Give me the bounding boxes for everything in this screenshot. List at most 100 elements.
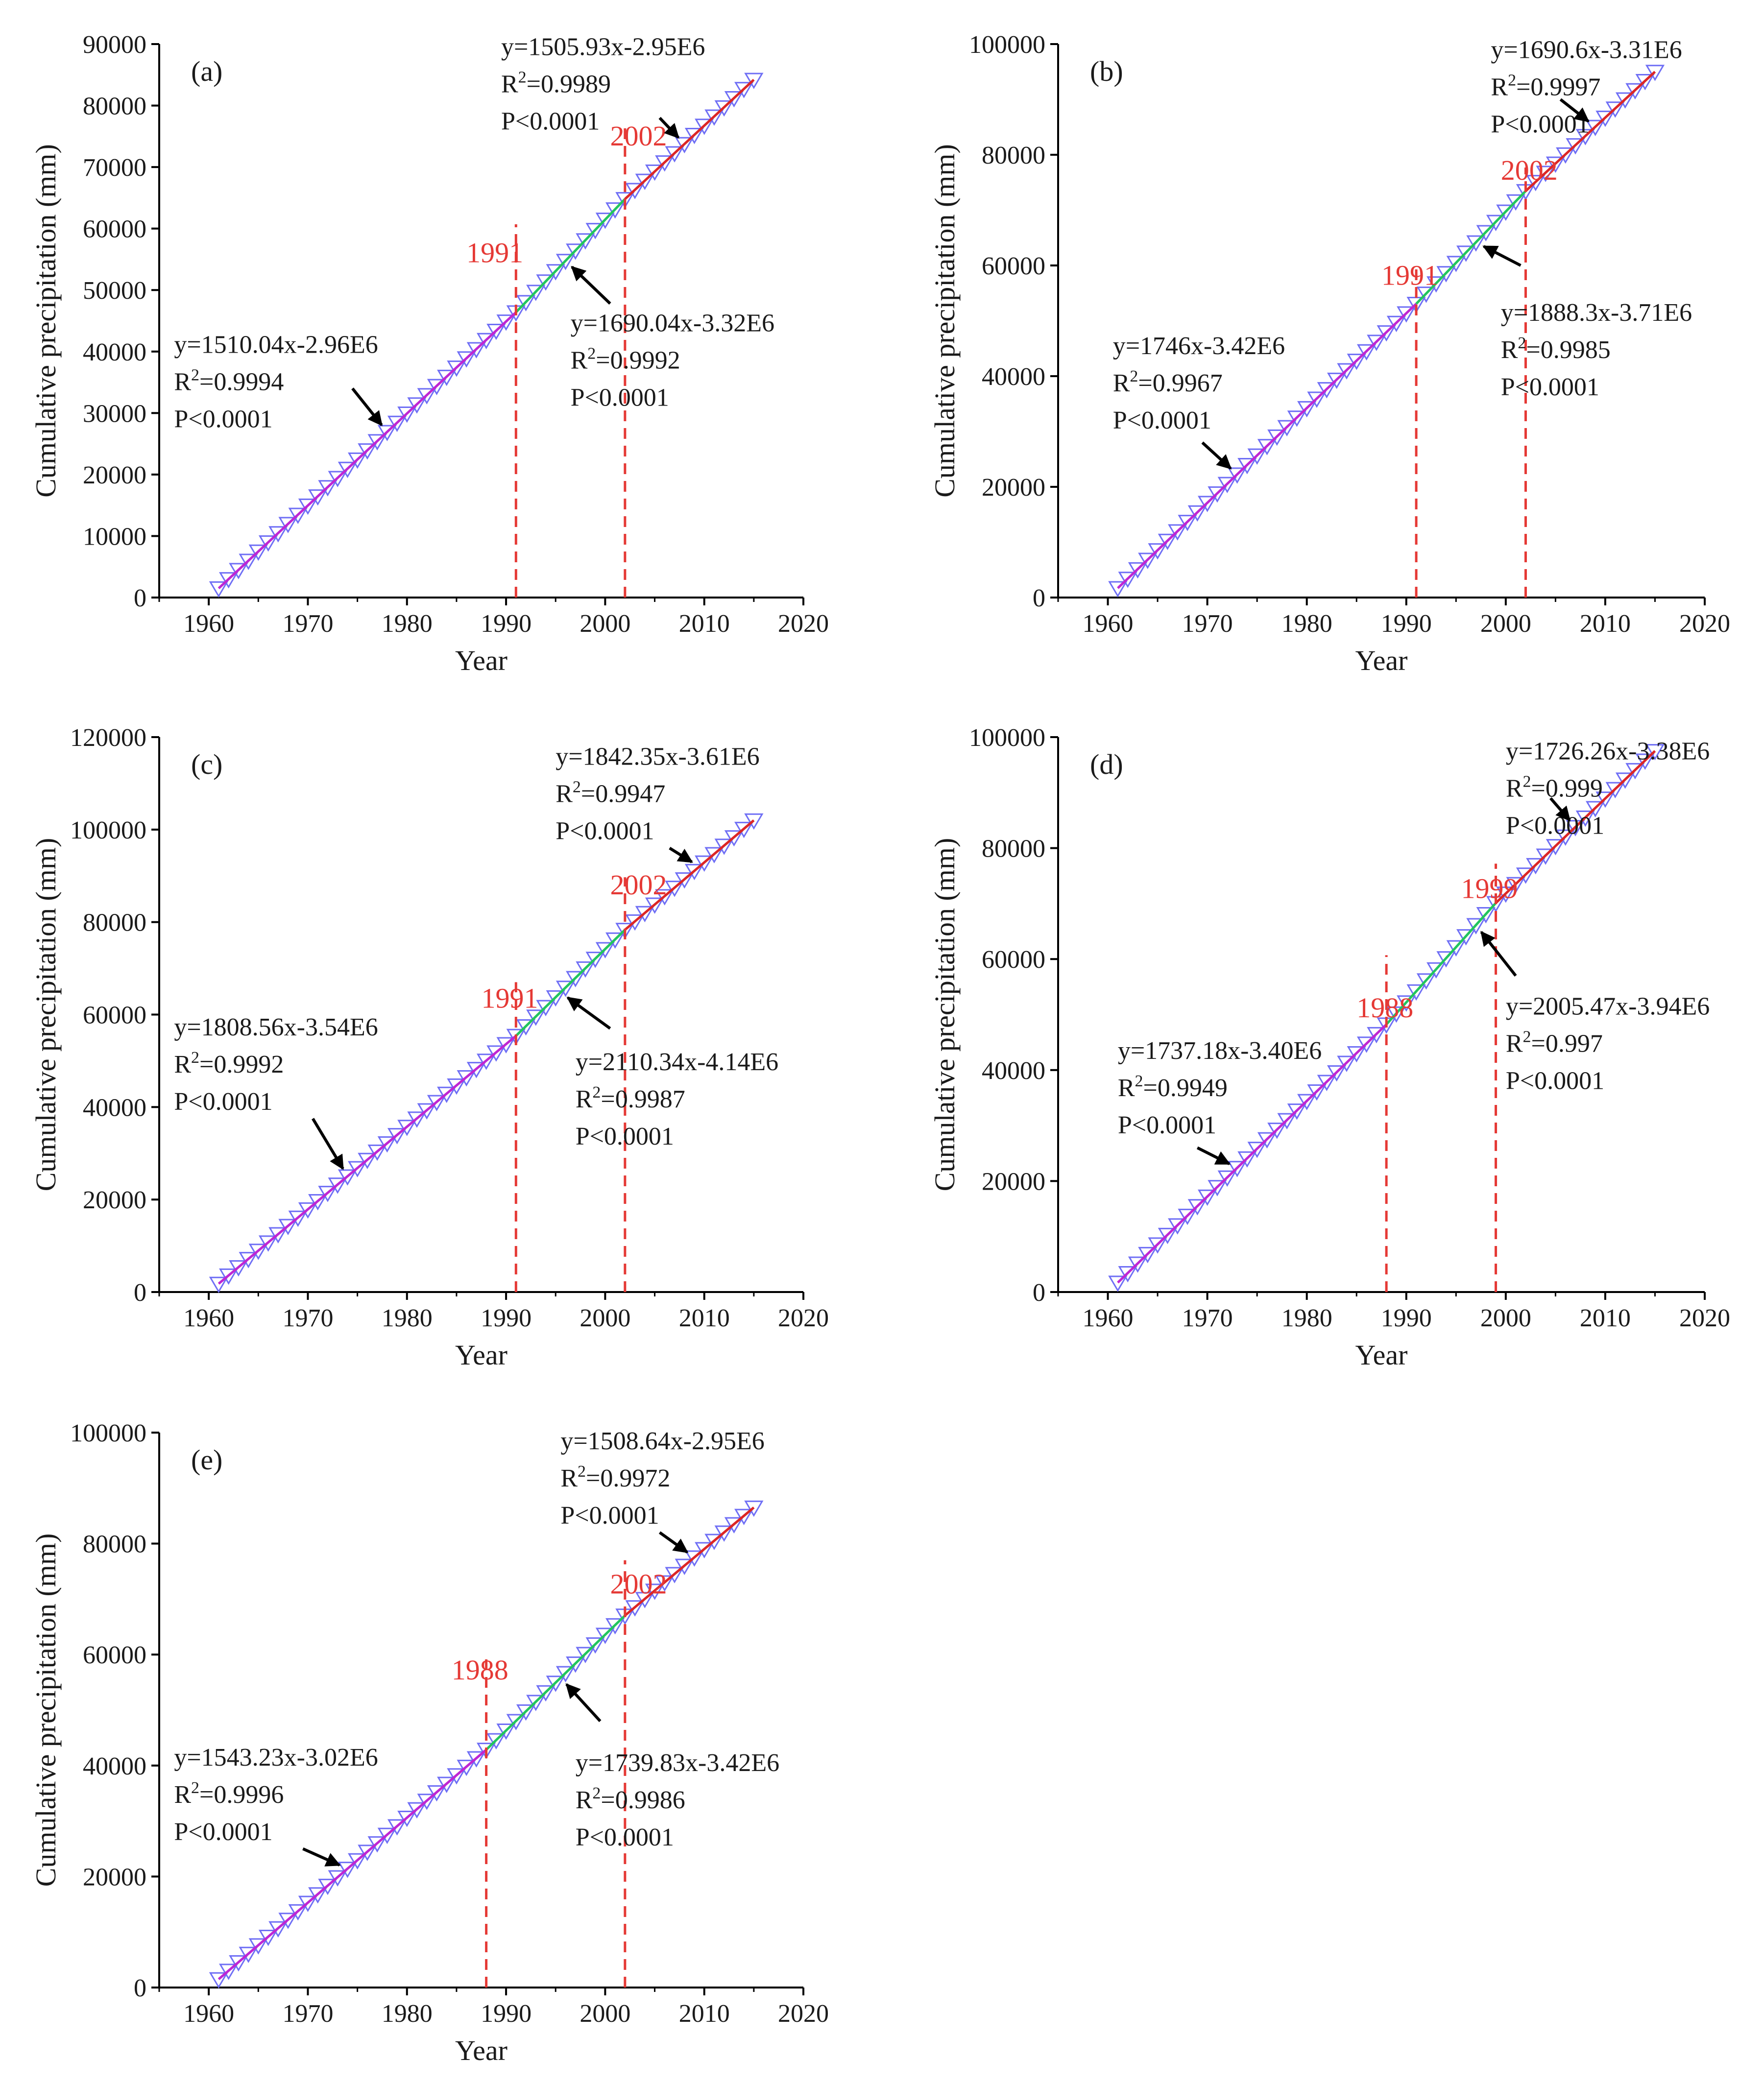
r-symbol: R bbox=[1506, 774, 1523, 802]
data-point bbox=[427, 1095, 447, 1111]
data-point bbox=[1476, 907, 1496, 924]
data-point bbox=[1108, 581, 1128, 598]
x-axis-label: Year bbox=[455, 1339, 507, 1371]
fit-annotation-1: y=1746x-3.42E6 R2=0.9967 P<0.0001 bbox=[1113, 332, 1285, 470]
data-point bbox=[1556, 829, 1575, 846]
data-point bbox=[1208, 1180, 1227, 1197]
r-symbol: R bbox=[560, 1464, 578, 1492]
data-markers bbox=[1108, 65, 1665, 598]
data-point bbox=[476, 333, 496, 350]
fit-p-value: P<0.0001 bbox=[576, 1123, 674, 1150]
y-tick-label: 20000 bbox=[83, 1186, 146, 1214]
data-point bbox=[1566, 820, 1585, 837]
data-point bbox=[278, 517, 298, 533]
data-point bbox=[1466, 235, 1486, 252]
x-tick-label: 2010 bbox=[679, 610, 730, 638]
data-point bbox=[1645, 744, 1665, 761]
breakpoint-label: 1991 bbox=[482, 982, 538, 1014]
data-point bbox=[635, 906, 654, 923]
data-markers bbox=[1108, 744, 1665, 1292]
annotation-arrow bbox=[1480, 931, 1517, 977]
r-symbol: R bbox=[174, 1051, 191, 1078]
x-tick-label: 2000 bbox=[580, 1304, 630, 1332]
data-point bbox=[209, 581, 229, 598]
fit-r-squared: R2=0.9992 bbox=[174, 1049, 284, 1078]
data-point bbox=[218, 1268, 239, 1285]
data-point bbox=[585, 223, 605, 240]
x-tick-label: 1960 bbox=[183, 1304, 234, 1332]
fit-r-squared: R2=0.9992 bbox=[571, 344, 680, 374]
r-superscript: 2 bbox=[191, 366, 199, 384]
data-point bbox=[1237, 457, 1257, 475]
fit-line-segment-2 bbox=[1385, 902, 1497, 1026]
r-squared-value: =0.9972 bbox=[586, 1464, 670, 1492]
x-tick-label: 1990 bbox=[481, 610, 532, 638]
data-point bbox=[1635, 73, 1655, 91]
data-point bbox=[724, 91, 744, 108]
data-point bbox=[1217, 1170, 1237, 1187]
data-point bbox=[377, 425, 397, 441]
r-superscript: 2 bbox=[592, 1784, 601, 1802]
r-squared-value: =0.9989 bbox=[527, 71, 611, 98]
y-tick-label: 40000 bbox=[83, 1752, 146, 1780]
x-tick-label: 2020 bbox=[778, 1304, 829, 1332]
data-point bbox=[1436, 951, 1456, 968]
data-point bbox=[1197, 1189, 1217, 1206]
data-point bbox=[1148, 1237, 1167, 1254]
data-point bbox=[1227, 1161, 1247, 1177]
y-tick-label: 80000 bbox=[83, 1531, 146, 1558]
fit-line-segment-3 bbox=[1495, 750, 1656, 904]
data-point bbox=[665, 146, 684, 163]
data-point bbox=[1337, 1055, 1356, 1072]
data-point bbox=[625, 914, 645, 931]
r-squared-value: =0.9992 bbox=[199, 1051, 284, 1078]
y-tick-label: 40000 bbox=[982, 363, 1045, 391]
fit-line-segment-3 bbox=[624, 1507, 755, 1617]
data-point bbox=[695, 119, 714, 135]
data-point bbox=[367, 1144, 387, 1161]
data-point bbox=[476, 1743, 496, 1759]
y-tick-label: 40000 bbox=[83, 338, 146, 366]
r-squared-value: =0.9994 bbox=[199, 368, 284, 396]
data-point bbox=[328, 471, 347, 487]
data-point bbox=[744, 1500, 764, 1517]
data-point bbox=[1277, 420, 1297, 436]
data-point bbox=[1416, 973, 1436, 990]
data-point bbox=[377, 1827, 397, 1844]
data-point bbox=[734, 821, 754, 838]
y-tick-label: 20000 bbox=[83, 461, 146, 489]
x-tick-label: 2020 bbox=[778, 2000, 829, 2028]
data-point bbox=[615, 192, 635, 209]
data-point bbox=[566, 1656, 585, 1673]
data-point bbox=[1347, 354, 1366, 370]
data-point bbox=[447, 1078, 466, 1095]
data-point bbox=[645, 1583, 665, 1600]
data-point bbox=[1287, 1103, 1307, 1120]
y-tick-label: 30000 bbox=[83, 400, 146, 428]
fit-p-value: P<0.0001 bbox=[1501, 373, 1599, 401]
data-point bbox=[556, 981, 576, 997]
data-point bbox=[367, 1836, 387, 1853]
data-point bbox=[318, 1878, 338, 1895]
fit-p-value: P<0.0001 bbox=[560, 1502, 659, 1530]
y-tick-label: 100000 bbox=[969, 31, 1045, 59]
data-point bbox=[724, 830, 744, 847]
data-point bbox=[1187, 1199, 1207, 1216]
r-superscript: 2 bbox=[1523, 772, 1531, 790]
data-point bbox=[1168, 524, 1187, 541]
data-point bbox=[595, 213, 615, 229]
data-point bbox=[1327, 372, 1347, 389]
x-tick-label: 2000 bbox=[580, 610, 630, 638]
fit-annotation-3: y=1726.26x-3.38E6 R2=0.999 P<0.0001 bbox=[1506, 737, 1710, 839]
fit-p-value: P<0.0001 bbox=[1491, 110, 1589, 138]
data-point bbox=[556, 254, 576, 270]
annotation-arrow bbox=[658, 117, 680, 139]
breakpoint-label: 2002 bbox=[610, 869, 667, 901]
data-point bbox=[1536, 166, 1555, 182]
fit-p-value: P<0.0001 bbox=[501, 108, 600, 136]
breakpoint-label: 1988 bbox=[452, 1654, 508, 1686]
fit-annotation-2: y=1888.3x-3.71E6 R2=0.9985 P<0.0001 bbox=[1482, 245, 1692, 401]
data-point bbox=[268, 526, 288, 543]
data-point bbox=[1247, 1142, 1267, 1158]
fit-line-segment-2 bbox=[515, 929, 626, 1037]
